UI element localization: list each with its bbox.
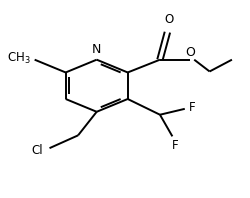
Text: O: O: [164, 13, 173, 26]
Text: Cl: Cl: [32, 144, 43, 157]
Text: O: O: [185, 46, 195, 59]
Text: F: F: [188, 101, 195, 114]
Text: N: N: [92, 43, 101, 56]
Text: F: F: [172, 139, 178, 152]
Text: CH$_3$: CH$_3$: [7, 51, 31, 66]
